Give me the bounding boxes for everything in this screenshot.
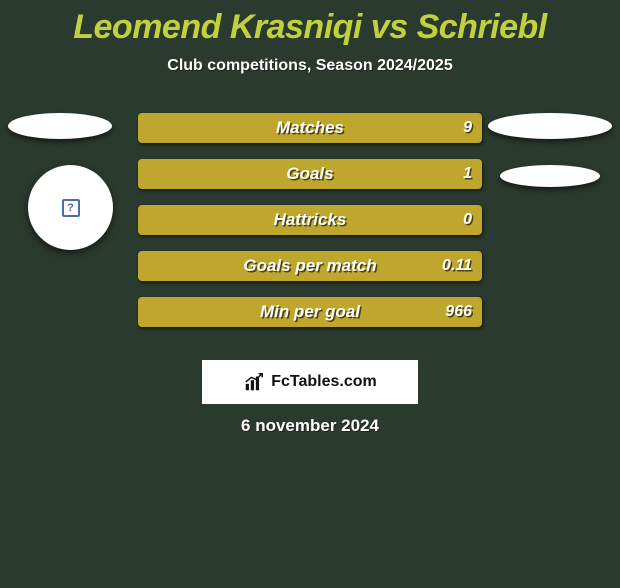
stat-bar: Hattricks0 <box>138 205 482 235</box>
stat-bar-value: 0.11 <box>442 251 472 281</box>
footer-date: 6 november 2024 <box>0 416 620 436</box>
stat-bar-label: Goals <box>138 159 482 189</box>
brand-box: FcTables.com <box>202 360 418 404</box>
player-avatar: ? <box>28 165 113 250</box>
decor-blob-right-top <box>488 113 612 139</box>
stat-bar: Min per goal966 <box>138 297 482 327</box>
brand-chart-icon <box>243 371 265 393</box>
stat-bar: Goals per match0.11 <box>138 251 482 281</box>
stat-bar-value: 1 <box>463 159 472 189</box>
decor-blob-right-mid <box>500 165 600 187</box>
page-subtitle: Club competitions, Season 2024/2025 <box>0 57 620 75</box>
avatar-placeholder-icon: ? <box>62 199 80 217</box>
page-title: Leomend Krasniqi vs Schriebl <box>0 8 620 47</box>
stat-bar: Matches9 <box>138 113 482 143</box>
stat-bar-value: 9 <box>463 113 472 143</box>
stat-bars: Matches9Goals1Hattricks0Goals per match0… <box>138 113 482 343</box>
stat-bar-label: Min per goal <box>138 297 482 327</box>
stat-bar-label: Matches <box>138 113 482 143</box>
stat-bar-value: 0 <box>463 205 472 235</box>
stat-bar-label: Hattricks <box>138 205 482 235</box>
brand-text: FcTables.com <box>271 373 377 391</box>
stat-bar-label: Goals per match <box>138 251 482 281</box>
stat-bar: Goals1 <box>138 159 482 189</box>
stat-bar-value: 966 <box>445 297 472 327</box>
decor-blob-left <box>8 113 112 139</box>
